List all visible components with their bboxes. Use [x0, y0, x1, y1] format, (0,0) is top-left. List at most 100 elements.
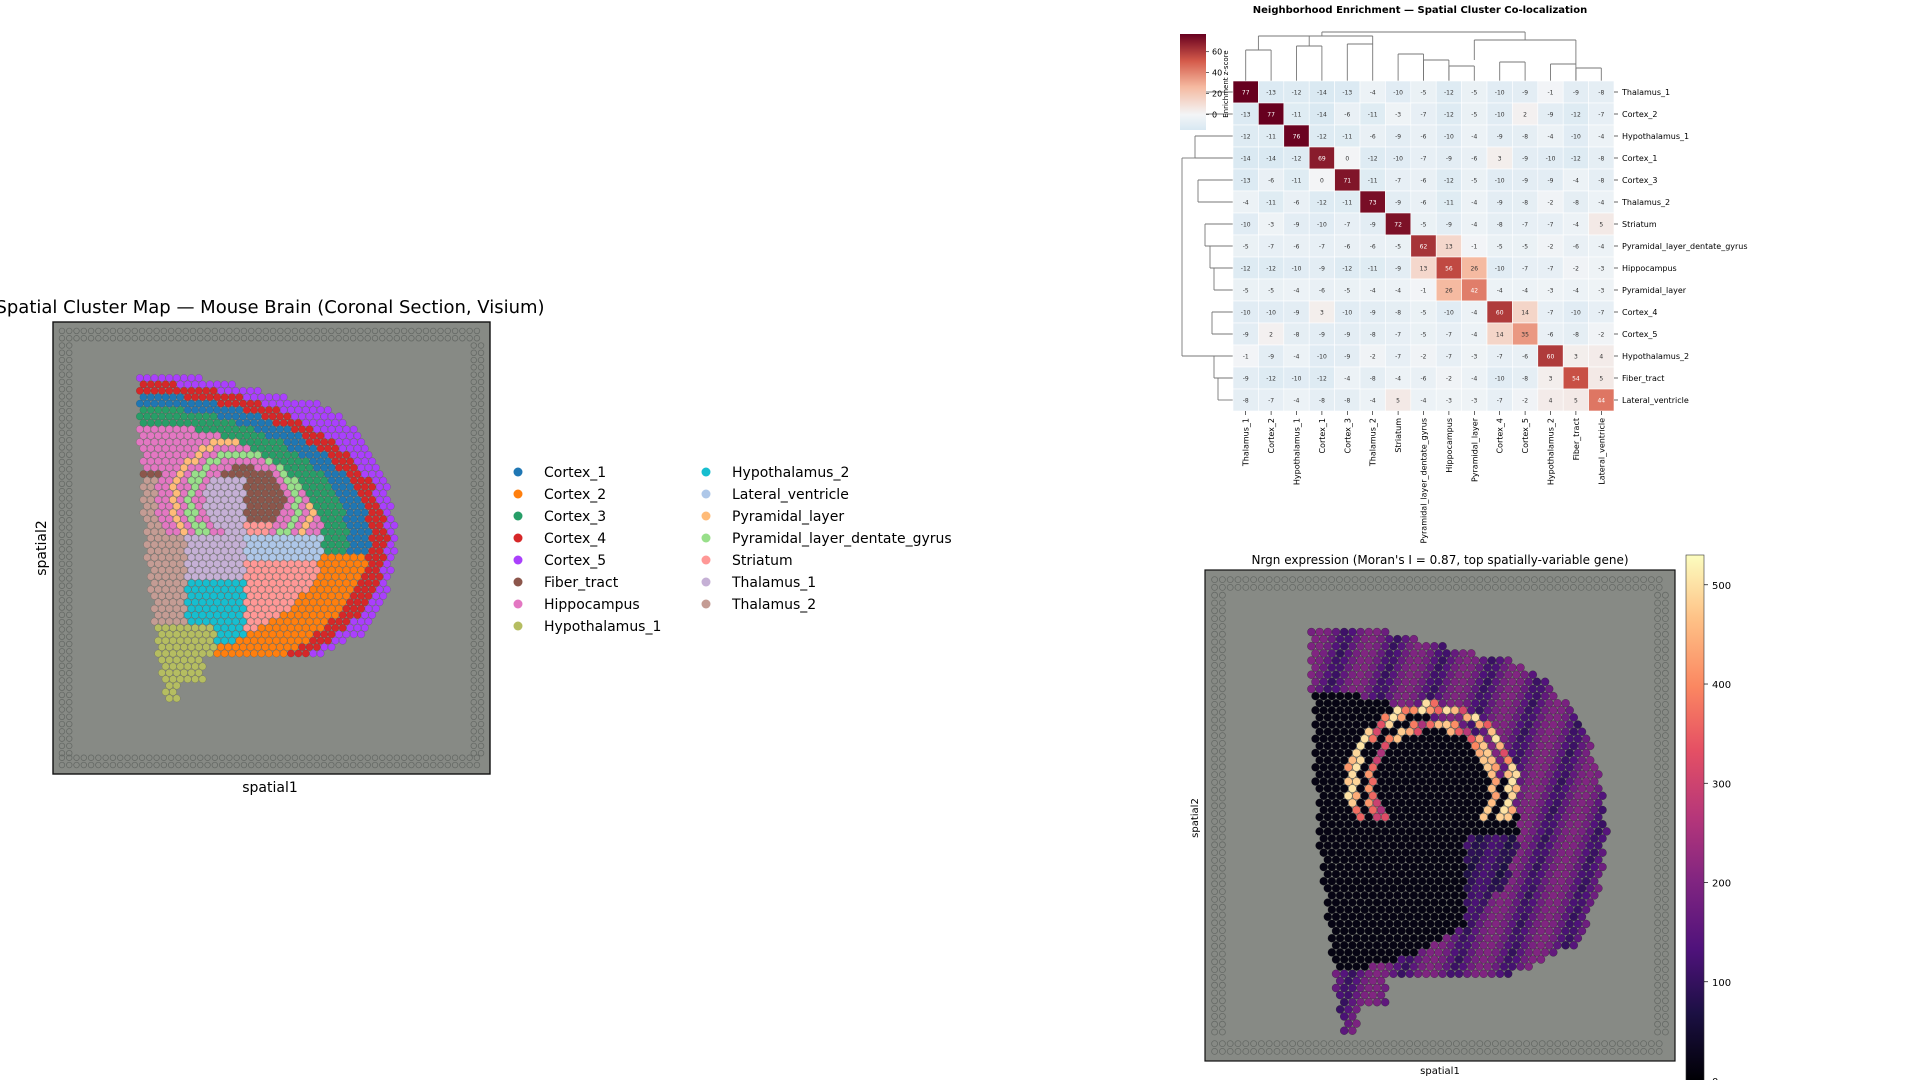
spot: [1368, 962, 1378, 971]
spot: [1323, 898, 1333, 907]
spot: [368, 508, 377, 517]
fiducial-dot: [1242, 1040, 1250, 1047]
spot: [1450, 834, 1460, 843]
fiducial-dot: [335, 761, 342, 769]
spot: [338, 636, 347, 645]
spot: [253, 604, 262, 613]
legend-marker: [513, 533, 523, 543]
fiducial-dot: [87, 335, 95, 342]
spot: [1434, 649, 1443, 658]
spot: [1385, 805, 1394, 815]
spot: [1393, 834, 1402, 843]
fiducial-dot: [470, 691, 477, 699]
spot: [191, 457, 199, 466]
spot: [183, 457, 192, 466]
spot: [1413, 713, 1423, 722]
spot: [1438, 884, 1447, 893]
spot: [1446, 912, 1456, 921]
spot: [253, 476, 262, 485]
spot: [1462, 656, 1472, 665]
fiducial-dot: [1476, 1048, 1484, 1055]
spot: [1503, 812, 1513, 822]
spot: [246, 451, 255, 459]
fiducial-dot: [477, 473, 485, 480]
heatmap-value: -10: [1393, 156, 1403, 163]
spot: [313, 553, 321, 562]
spot: [1499, 820, 1509, 829]
spot: [1372, 642, 1382, 651]
fiducial-dot: [66, 546, 73, 553]
spot: [276, 630, 284, 639]
fiducial-dot: [66, 677, 73, 684]
spot: [1499, 891, 1509, 900]
spot: [360, 444, 369, 453]
fiducial-dot: [1219, 771, 1226, 778]
spot: [242, 483, 251, 491]
spot: [1565, 791, 1574, 800]
heatmap-value: -11: [1342, 134, 1352, 141]
spot: [143, 374, 151, 382]
spot: [1549, 919, 1558, 929]
spot: [169, 470, 177, 478]
fiducial-dot: [1219, 974, 1226, 981]
fiducial-dot: [1562, 576, 1569, 583]
spot: [1409, 691, 1419, 701]
spot: [1385, 934, 1394, 943]
fiducial-dot: [477, 699, 485, 706]
spot: [150, 592, 159, 600]
spot: [1417, 763, 1427, 772]
spot: [1352, 948, 1361, 957]
spot: [1471, 855, 1480, 864]
spot: [150, 540, 159, 549]
spot: [1344, 848, 1353, 857]
heatmap-value: 35: [1521, 332, 1529, 339]
fiducial-dot: [1601, 576, 1608, 583]
spot: [143, 502, 151, 511]
spot: [1528, 912, 1538, 921]
spot: [1528, 827, 1538, 836]
spot: [1356, 627, 1365, 637]
heatmap-value: -14: [1317, 112, 1327, 119]
spot: [1421, 898, 1431, 907]
spot: [1409, 663, 1419, 672]
spot: [1585, 798, 1595, 808]
spot: [287, 483, 295, 491]
heatmap-value: -6: [1370, 244, 1376, 251]
heatmap-value: -12: [1266, 376, 1276, 383]
spot: [1540, 891, 1550, 900]
fiducial-dot: [470, 553, 477, 560]
spot: [342, 528, 351, 536]
spot: [1495, 812, 1505, 822]
spot: [1368, 948, 1378, 957]
spot: [213, 585, 221, 594]
spot: [1483, 691, 1492, 701]
spot: [139, 508, 148, 517]
spot: [1483, 748, 1492, 758]
fiducial-dot: [1211, 732, 1218, 739]
spot: [206, 419, 214, 427]
spot: [1495, 855, 1505, 864]
fiducial-dot: [1662, 763, 1669, 771]
spot: [287, 585, 295, 594]
spot: [1376, 891, 1386, 900]
spot: [1532, 734, 1542, 743]
spot: [1508, 891, 1517, 900]
heatmap-value: -10: [1495, 178, 1505, 185]
spot: [1434, 791, 1443, 800]
spot: [276, 604, 284, 613]
fiducial-dot: [1654, 833, 1661, 841]
spot: [1393, 848, 1402, 857]
spot: [202, 566, 210, 575]
spot: [191, 508, 199, 517]
spot: [360, 534, 369, 543]
spot: [364, 604, 373, 613]
spot: [242, 560, 251, 568]
fiducial-dot: [58, 335, 66, 342]
spot: [143, 489, 151, 498]
spot: [1512, 827, 1521, 836]
spot: [1565, 720, 1574, 729]
fiducial-dot: [477, 560, 485, 568]
spot: [202, 451, 210, 459]
spot: [1503, 926, 1513, 936]
spot: [1446, 941, 1456, 950]
